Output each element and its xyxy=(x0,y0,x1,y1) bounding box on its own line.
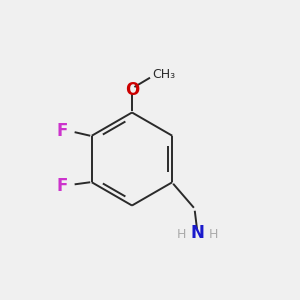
Text: N: N xyxy=(190,224,204,242)
Text: F: F xyxy=(57,177,68,195)
Text: O: O xyxy=(125,81,139,99)
Text: H: H xyxy=(208,228,218,241)
Text: F: F xyxy=(57,122,68,140)
Text: H: H xyxy=(176,228,186,241)
Text: CH₃: CH₃ xyxy=(152,68,175,82)
